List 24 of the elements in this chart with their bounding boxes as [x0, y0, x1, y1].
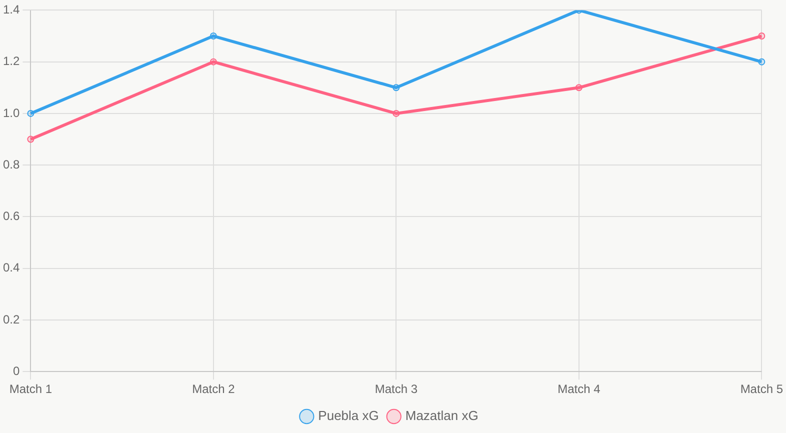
x-tick-label: Match 1: [9, 382, 52, 396]
y-tick-label: 1.2: [2, 54, 20, 68]
legend-label: Puebla xG: [318, 408, 379, 424]
y-tick-label: 0.6: [2, 209, 20, 224]
y-tick-label: 0: [12, 364, 20, 378]
y-tick-label: 0.2: [2, 312, 20, 326]
point: [210, 58, 217, 66]
y-tick-label: 0.8: [2, 157, 20, 172]
point: [758, 58, 766, 66]
y-tick-label: 0.4: [2, 260, 20, 275]
x-tick-label: Match 4: [558, 382, 601, 396]
legend-label: Mazatlan xG: [405, 408, 478, 424]
x-tick-label: Match 2: [192, 382, 236, 396]
point: [758, 32, 766, 40]
y-tick-label: 1.0: [2, 106, 20, 120]
point: [392, 110, 400, 117]
point: [575, 84, 582, 92]
point: [27, 110, 34, 117]
y-tick-label: 1.4: [2, 2, 20, 17]
x-tick-label: Match 5: [740, 382, 784, 396]
point: [392, 84, 400, 92]
point: [210, 32, 217, 40]
point: [27, 136, 34, 143]
x-tick-label: Match 3: [374, 382, 418, 396]
